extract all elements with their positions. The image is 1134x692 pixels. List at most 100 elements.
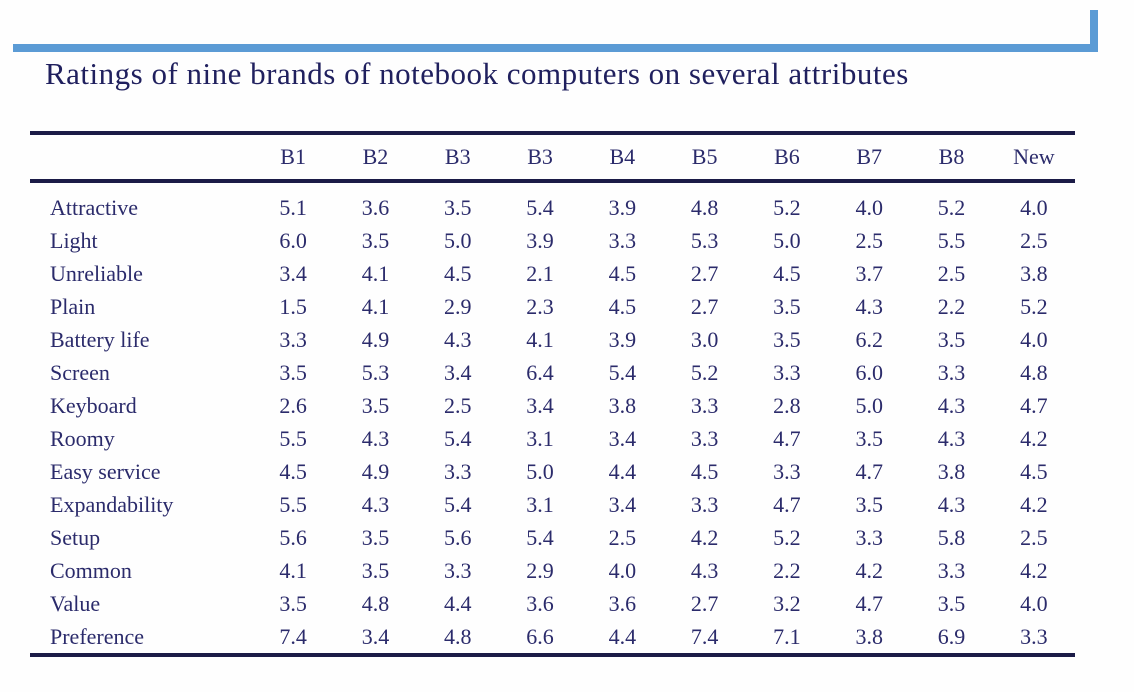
column-header-b2-1: B2 xyxy=(334,133,417,183)
ratings-table: B1 B2 B3 B3 B4 B5 B6 B7 B8 New Attractive 5.1 3.6 3.… xyxy=(30,131,1075,657)
row-label: Unreliable xyxy=(50,260,143,286)
row-label: Roomy xyxy=(50,425,115,451)
table-row: Attractive 5.1 3.6 3.5 5.4 3.9 4.8 5.2 4.0 5.2 4.0 xyxy=(30,181,1075,224)
rating-cell: 4.3 xyxy=(937,392,966,418)
rating-cell: 4.3 xyxy=(361,425,390,451)
rating-cell: 4.8 xyxy=(690,194,719,220)
rating-cell: 2.7 xyxy=(690,590,719,616)
corner-cell xyxy=(30,133,252,183)
row-label: Plain xyxy=(50,293,96,319)
row-label: Easy service xyxy=(50,458,161,484)
rating-cell: 4.7 xyxy=(855,590,883,616)
rating-cell: 5.0 xyxy=(773,227,801,253)
table-row: Common 4.1 3.5 3.3 2.9 4.0 4.3 2.2 4.2 3.3 4.2 xyxy=(30,554,1075,587)
rating-cell: 2.3 xyxy=(526,293,554,319)
rating-cell: 5.6 xyxy=(443,524,472,550)
rating-cell: 4.1 xyxy=(361,260,390,286)
rating-cell: 3.5 xyxy=(361,227,390,253)
rating-cell: 3.4 xyxy=(526,392,554,418)
rating-cell: 2.7 xyxy=(690,293,719,319)
rating-cell: 4.1 xyxy=(279,557,307,583)
rating-cell: 3.5 xyxy=(443,194,472,220)
rating-cell: 5.2 xyxy=(1020,293,1048,319)
table-row: Value 3.5 4.8 4.4 3.6 3.6 2.7 3.2 4.7 3.5 4.0 xyxy=(30,587,1075,620)
rating-cell: 3.3 xyxy=(443,458,472,484)
rating-cell: 4.2 xyxy=(1020,425,1048,451)
rating-cell: 3.4 xyxy=(361,623,390,649)
rating-cell: 3.2 xyxy=(773,590,801,616)
rating-cell: 5.2 xyxy=(937,194,966,220)
rating-cell: 5.5 xyxy=(937,227,966,253)
column-header-b3-3: B3 xyxy=(498,133,582,183)
column-header-b7-7: B7 xyxy=(828,133,911,183)
rating-cell: 4.4 xyxy=(608,458,637,484)
rating-cell: 7.4 xyxy=(279,623,307,649)
row-label: Light xyxy=(50,227,98,253)
ratings-table-grid: B1 B2 B3 B3 B4 B5 B6 B7 B8 New Attractive 5.1 3.6 3.… xyxy=(30,131,1075,657)
rating-cell: 6.0 xyxy=(855,359,883,385)
rating-cell: 5.6 xyxy=(279,524,307,550)
rating-cell: 2.9 xyxy=(443,293,472,319)
page-title: Ratings of nine brands of notebook compu… xyxy=(45,56,909,91)
table-row: Expandability 5.5 4.3 5.4 3.1 3.4 3.3 4.7 3.5 4.3… xyxy=(30,488,1075,521)
rating-cell: 6.2 xyxy=(855,326,883,352)
rating-cell: 4.7 xyxy=(773,425,801,451)
rating-cell: 4.3 xyxy=(690,557,719,583)
rating-cell: 3.4 xyxy=(608,491,637,517)
rating-cell: 4.4 xyxy=(608,623,637,649)
row-label: Attractive xyxy=(50,194,138,220)
rating-cell: 6.4 xyxy=(526,359,554,385)
rating-cell: 7.4 xyxy=(690,623,719,649)
rating-cell: 6.6 xyxy=(526,623,554,649)
rating-cell: 3.1 xyxy=(526,425,554,451)
rating-cell: 4.2 xyxy=(855,557,883,583)
table-row: Preference 7.4 3.4 4.8 6.6 4.4 7.4 7.1 3.8 6.9 3.3 xyxy=(30,620,1075,655)
rating-cell: 4.0 xyxy=(1020,326,1048,352)
rating-cell: 6.9 xyxy=(937,623,966,649)
rating-cell: 5.0 xyxy=(855,392,883,418)
rating-cell: 4.1 xyxy=(526,326,554,352)
row-label: Screen xyxy=(50,359,110,385)
rating-cell: 1.5 xyxy=(279,293,307,319)
table-header-row: B1 B2 B3 B3 B4 B5 B6 B7 B8 New xyxy=(30,133,1075,183)
table-row: Plain 1.5 4.1 2.9 2.3 4.5 2.7 3.5 4.3 2.2 5.2 xyxy=(30,290,1075,323)
table-row: Easy service 4.5 4.9 3.3 5.0 4.4 4.5 3.3 4.7 3.8 4… xyxy=(30,455,1075,488)
rating-cell: 4.5 xyxy=(690,458,719,484)
rating-cell: 3.3 xyxy=(773,359,801,385)
column-header-b5-5: B5 xyxy=(663,133,746,183)
rating-cell: 4.5 xyxy=(279,458,307,484)
rating-cell: 4.8 xyxy=(443,623,472,649)
rating-cell: 3.6 xyxy=(526,590,554,616)
rating-cell: 3.5 xyxy=(361,392,390,418)
rating-cell: 4.3 xyxy=(855,293,883,319)
table-row: Light 6.0 3.5 5.0 3.9 3.3 5.3 5.0 2.5 5.5 2.5 xyxy=(30,224,1075,257)
rating-cell: 5.4 xyxy=(443,491,472,517)
table-row: Unreliable 3.4 4.1 4.5 2.1 4.5 2.7 4.5 3.7 2.5 3.8 xyxy=(30,257,1075,290)
rating-cell: 3.5 xyxy=(361,524,390,550)
rating-cell: 7.1 xyxy=(773,623,801,649)
rating-cell: 3.1 xyxy=(526,491,554,517)
rating-cell: 3.5 xyxy=(937,326,966,352)
rating-cell: 4.9 xyxy=(361,326,390,352)
rating-cell: 4.0 xyxy=(1020,194,1048,220)
rating-cell: 2.6 xyxy=(279,392,307,418)
rating-cell: 4.3 xyxy=(937,491,966,517)
rating-cell: 2.5 xyxy=(1020,524,1048,550)
rating-cell: 3.5 xyxy=(855,491,883,517)
rating-cell: 3.3 xyxy=(937,359,966,385)
rating-cell: 3.5 xyxy=(773,326,801,352)
rating-cell: 6.0 xyxy=(279,227,307,253)
rating-cell: 2.1 xyxy=(526,260,554,286)
table-row: Roomy 5.5 4.3 5.4 3.1 3.4 3.3 4.7 3.5 4.3 4.2 xyxy=(30,422,1075,455)
rating-cell: 4.5 xyxy=(608,260,637,286)
rating-cell: 5.2 xyxy=(773,194,801,220)
rating-cell: 3.9 xyxy=(608,194,637,220)
rating-cell: 3.5 xyxy=(937,590,966,616)
rating-cell: 5.3 xyxy=(690,227,719,253)
table-row: Battery life 3.3 4.9 4.3 4.1 3.9 3.0 3.5 6.2 3.5 4… xyxy=(30,323,1075,356)
row-label: Value xyxy=(50,590,101,616)
column-header-b1-0: B1 xyxy=(252,133,335,183)
rating-cell: 2.8 xyxy=(773,392,801,418)
table-row: Keyboard 2.6 3.5 2.5 3.4 3.8 3.3 2.8 5.0 4.3 4.7 xyxy=(30,389,1075,422)
top-accent-bar-corner xyxy=(1090,10,1098,52)
